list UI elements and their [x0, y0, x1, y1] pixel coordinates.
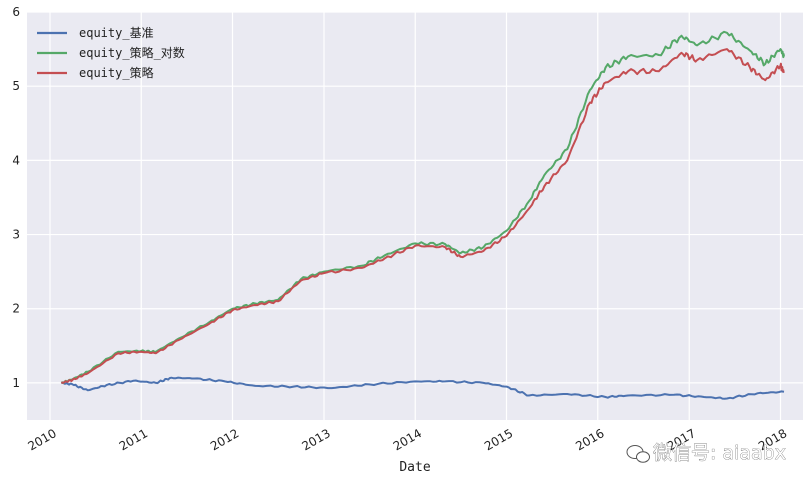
wechat-icon	[626, 445, 650, 463]
y-tick-label: 5	[12, 79, 20, 93]
legend: equity_基准 equity_策略_对数 equity_策略	[37, 26, 185, 80]
y-tick-label: 4	[12, 153, 20, 167]
x-tick-label: 2010	[25, 426, 58, 453]
watermark-text: 微信号: aiaabx	[653, 442, 786, 464]
x-tick-label: 2014	[391, 426, 424, 453]
y-tick-label: 2	[12, 302, 20, 316]
legend-label: equity_策略	[79, 65, 154, 80]
y-tick-label: 1	[12, 376, 20, 390]
x-tick-label: 2013	[299, 426, 332, 453]
legend-label: equity_基准	[79, 26, 154, 40]
x-tick-label: 2011	[117, 426, 150, 453]
legend-label: equity_策略_对数	[79, 45, 185, 60]
x-tick-label: 2012	[208, 426, 241, 453]
x-axis-label: Date	[399, 460, 430, 475]
series-line-2	[61, 48, 785, 384]
series-lines	[60, 30, 785, 400]
series-line-0	[61, 376, 785, 400]
x-tick-label: 2015	[482, 426, 515, 453]
watermark: 微信号: aiaabx	[626, 442, 786, 464]
y-tick-label: 3	[12, 228, 20, 242]
grid-lines	[27, 11, 803, 420]
y-tick-label: 6	[12, 5, 20, 19]
x-tick-label: 2016	[573, 426, 606, 453]
y-tick-labels: 1 2 3 4 5 6	[12, 5, 20, 390]
